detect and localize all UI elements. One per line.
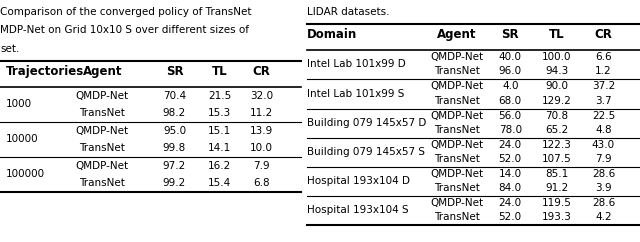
Text: 21.5: 21.5 bbox=[208, 91, 231, 101]
Text: TransNet: TransNet bbox=[434, 212, 480, 222]
Text: QMDP-Net: QMDP-Net bbox=[430, 52, 484, 62]
Text: QMDP-Net: QMDP-Net bbox=[76, 91, 129, 101]
Text: 24.0: 24.0 bbox=[499, 140, 522, 150]
Text: 129.2: 129.2 bbox=[542, 96, 572, 106]
Text: 90.0: 90.0 bbox=[545, 82, 568, 91]
Text: 15.3: 15.3 bbox=[208, 108, 231, 118]
Text: 3.7: 3.7 bbox=[595, 96, 612, 106]
Text: TransNet: TransNet bbox=[434, 125, 480, 135]
Text: 10.0: 10.0 bbox=[250, 143, 273, 153]
Text: SR: SR bbox=[166, 65, 183, 78]
Text: 28.6: 28.6 bbox=[592, 169, 615, 179]
Text: Intel Lab 101x99 D: Intel Lab 101x99 D bbox=[307, 59, 406, 69]
Text: QMDP-Net: QMDP-Net bbox=[430, 169, 484, 179]
Text: LIDAR datasets.: LIDAR datasets. bbox=[307, 7, 390, 17]
Text: 70.4: 70.4 bbox=[163, 91, 186, 101]
Text: QMDP-Net: QMDP-Net bbox=[76, 126, 129, 136]
Text: 24.0: 24.0 bbox=[499, 198, 522, 208]
Text: 43.0: 43.0 bbox=[592, 140, 615, 150]
Text: set.: set. bbox=[0, 44, 19, 53]
Text: TransNet: TransNet bbox=[434, 183, 480, 193]
Text: 119.5: 119.5 bbox=[542, 198, 572, 208]
Text: 4.2: 4.2 bbox=[595, 212, 612, 222]
Text: 91.2: 91.2 bbox=[545, 183, 568, 193]
Text: Building 079 145x57 S: Building 079 145x57 S bbox=[307, 147, 425, 157]
Text: Agent: Agent bbox=[83, 65, 122, 78]
Text: 10000: 10000 bbox=[6, 134, 38, 144]
Text: Hospital 193x104 D: Hospital 193x104 D bbox=[307, 176, 410, 186]
Text: QMDP-Net: QMDP-Net bbox=[430, 140, 484, 150]
Text: 4.0: 4.0 bbox=[502, 82, 518, 91]
Text: 78.0: 78.0 bbox=[499, 125, 522, 135]
Text: 107.5: 107.5 bbox=[542, 154, 572, 164]
Text: 68.0: 68.0 bbox=[499, 96, 522, 106]
Text: TransNet: TransNet bbox=[434, 154, 480, 164]
Text: CR: CR bbox=[595, 28, 612, 41]
Text: 100.0: 100.0 bbox=[542, 52, 572, 62]
Text: TransNet: TransNet bbox=[434, 96, 480, 106]
Text: TransNet: TransNet bbox=[79, 178, 125, 188]
Text: 98.2: 98.2 bbox=[163, 108, 186, 118]
Text: QMDP-Net: QMDP-Net bbox=[430, 111, 484, 121]
Text: 52.0: 52.0 bbox=[499, 212, 522, 222]
Text: 52.0: 52.0 bbox=[499, 154, 522, 164]
Text: 7.9: 7.9 bbox=[253, 161, 270, 171]
Text: 97.2: 97.2 bbox=[163, 161, 186, 171]
Text: QMDP-Net: QMDP-Net bbox=[76, 161, 129, 171]
Text: 14.0: 14.0 bbox=[499, 169, 522, 179]
Text: 16.2: 16.2 bbox=[208, 161, 231, 171]
Text: 13.9: 13.9 bbox=[250, 126, 273, 136]
Text: 28.6: 28.6 bbox=[592, 198, 615, 208]
Text: Agent: Agent bbox=[437, 28, 477, 41]
Text: 100000: 100000 bbox=[6, 169, 45, 179]
Text: SR: SR bbox=[501, 28, 519, 41]
Text: 99.8: 99.8 bbox=[163, 143, 186, 153]
Text: 122.3: 122.3 bbox=[542, 140, 572, 150]
Text: 22.5: 22.5 bbox=[592, 111, 615, 121]
Text: 7.9: 7.9 bbox=[595, 154, 612, 164]
Text: 11.2: 11.2 bbox=[250, 108, 273, 118]
Text: QMDP-Net: QMDP-Net bbox=[430, 82, 484, 91]
Text: Domain: Domain bbox=[307, 28, 358, 41]
Text: 6.8: 6.8 bbox=[253, 178, 270, 188]
Text: Hospital 193x104 S: Hospital 193x104 S bbox=[307, 205, 409, 215]
Text: 37.2: 37.2 bbox=[592, 82, 615, 91]
Text: 95.0: 95.0 bbox=[163, 126, 186, 136]
Text: TransNet: TransNet bbox=[79, 143, 125, 153]
Text: Intel Lab 101x99 S: Intel Lab 101x99 S bbox=[307, 89, 404, 98]
Text: MDP-Net on Grid 10x10 S over different sizes of: MDP-Net on Grid 10x10 S over different s… bbox=[0, 25, 249, 35]
Text: 15.1: 15.1 bbox=[208, 126, 231, 136]
Text: 4.8: 4.8 bbox=[595, 125, 612, 135]
Text: 15.4: 15.4 bbox=[208, 178, 231, 188]
Text: Building 079 145x57 D: Building 079 145x57 D bbox=[307, 118, 427, 128]
Text: 65.2: 65.2 bbox=[545, 125, 568, 135]
Text: 85.1: 85.1 bbox=[545, 169, 568, 179]
Text: 32.0: 32.0 bbox=[250, 91, 273, 101]
Text: Trajectories: Trajectories bbox=[6, 65, 84, 78]
Text: 99.2: 99.2 bbox=[163, 178, 186, 188]
Text: TL: TL bbox=[212, 65, 227, 78]
Text: TransNet: TransNet bbox=[434, 67, 480, 76]
Text: TL: TL bbox=[549, 28, 564, 41]
Text: CR: CR bbox=[253, 65, 271, 78]
Text: 94.3: 94.3 bbox=[545, 67, 568, 76]
Text: 1000: 1000 bbox=[6, 99, 32, 109]
Text: 193.3: 193.3 bbox=[542, 212, 572, 222]
Text: 6.6: 6.6 bbox=[595, 52, 612, 62]
Text: 70.8: 70.8 bbox=[545, 111, 568, 121]
Text: TransNet: TransNet bbox=[79, 108, 125, 118]
Text: Comparison of the converged policy of TransNet: Comparison of the converged policy of Tr… bbox=[0, 7, 252, 17]
Text: 40.0: 40.0 bbox=[499, 52, 522, 62]
Text: QMDP-Net: QMDP-Net bbox=[430, 198, 484, 208]
Text: 96.0: 96.0 bbox=[499, 67, 522, 76]
Text: 14.1: 14.1 bbox=[208, 143, 231, 153]
Text: 1.2: 1.2 bbox=[595, 67, 612, 76]
Text: 84.0: 84.0 bbox=[499, 183, 522, 193]
Text: 3.9: 3.9 bbox=[595, 183, 612, 193]
Text: 56.0: 56.0 bbox=[499, 111, 522, 121]
